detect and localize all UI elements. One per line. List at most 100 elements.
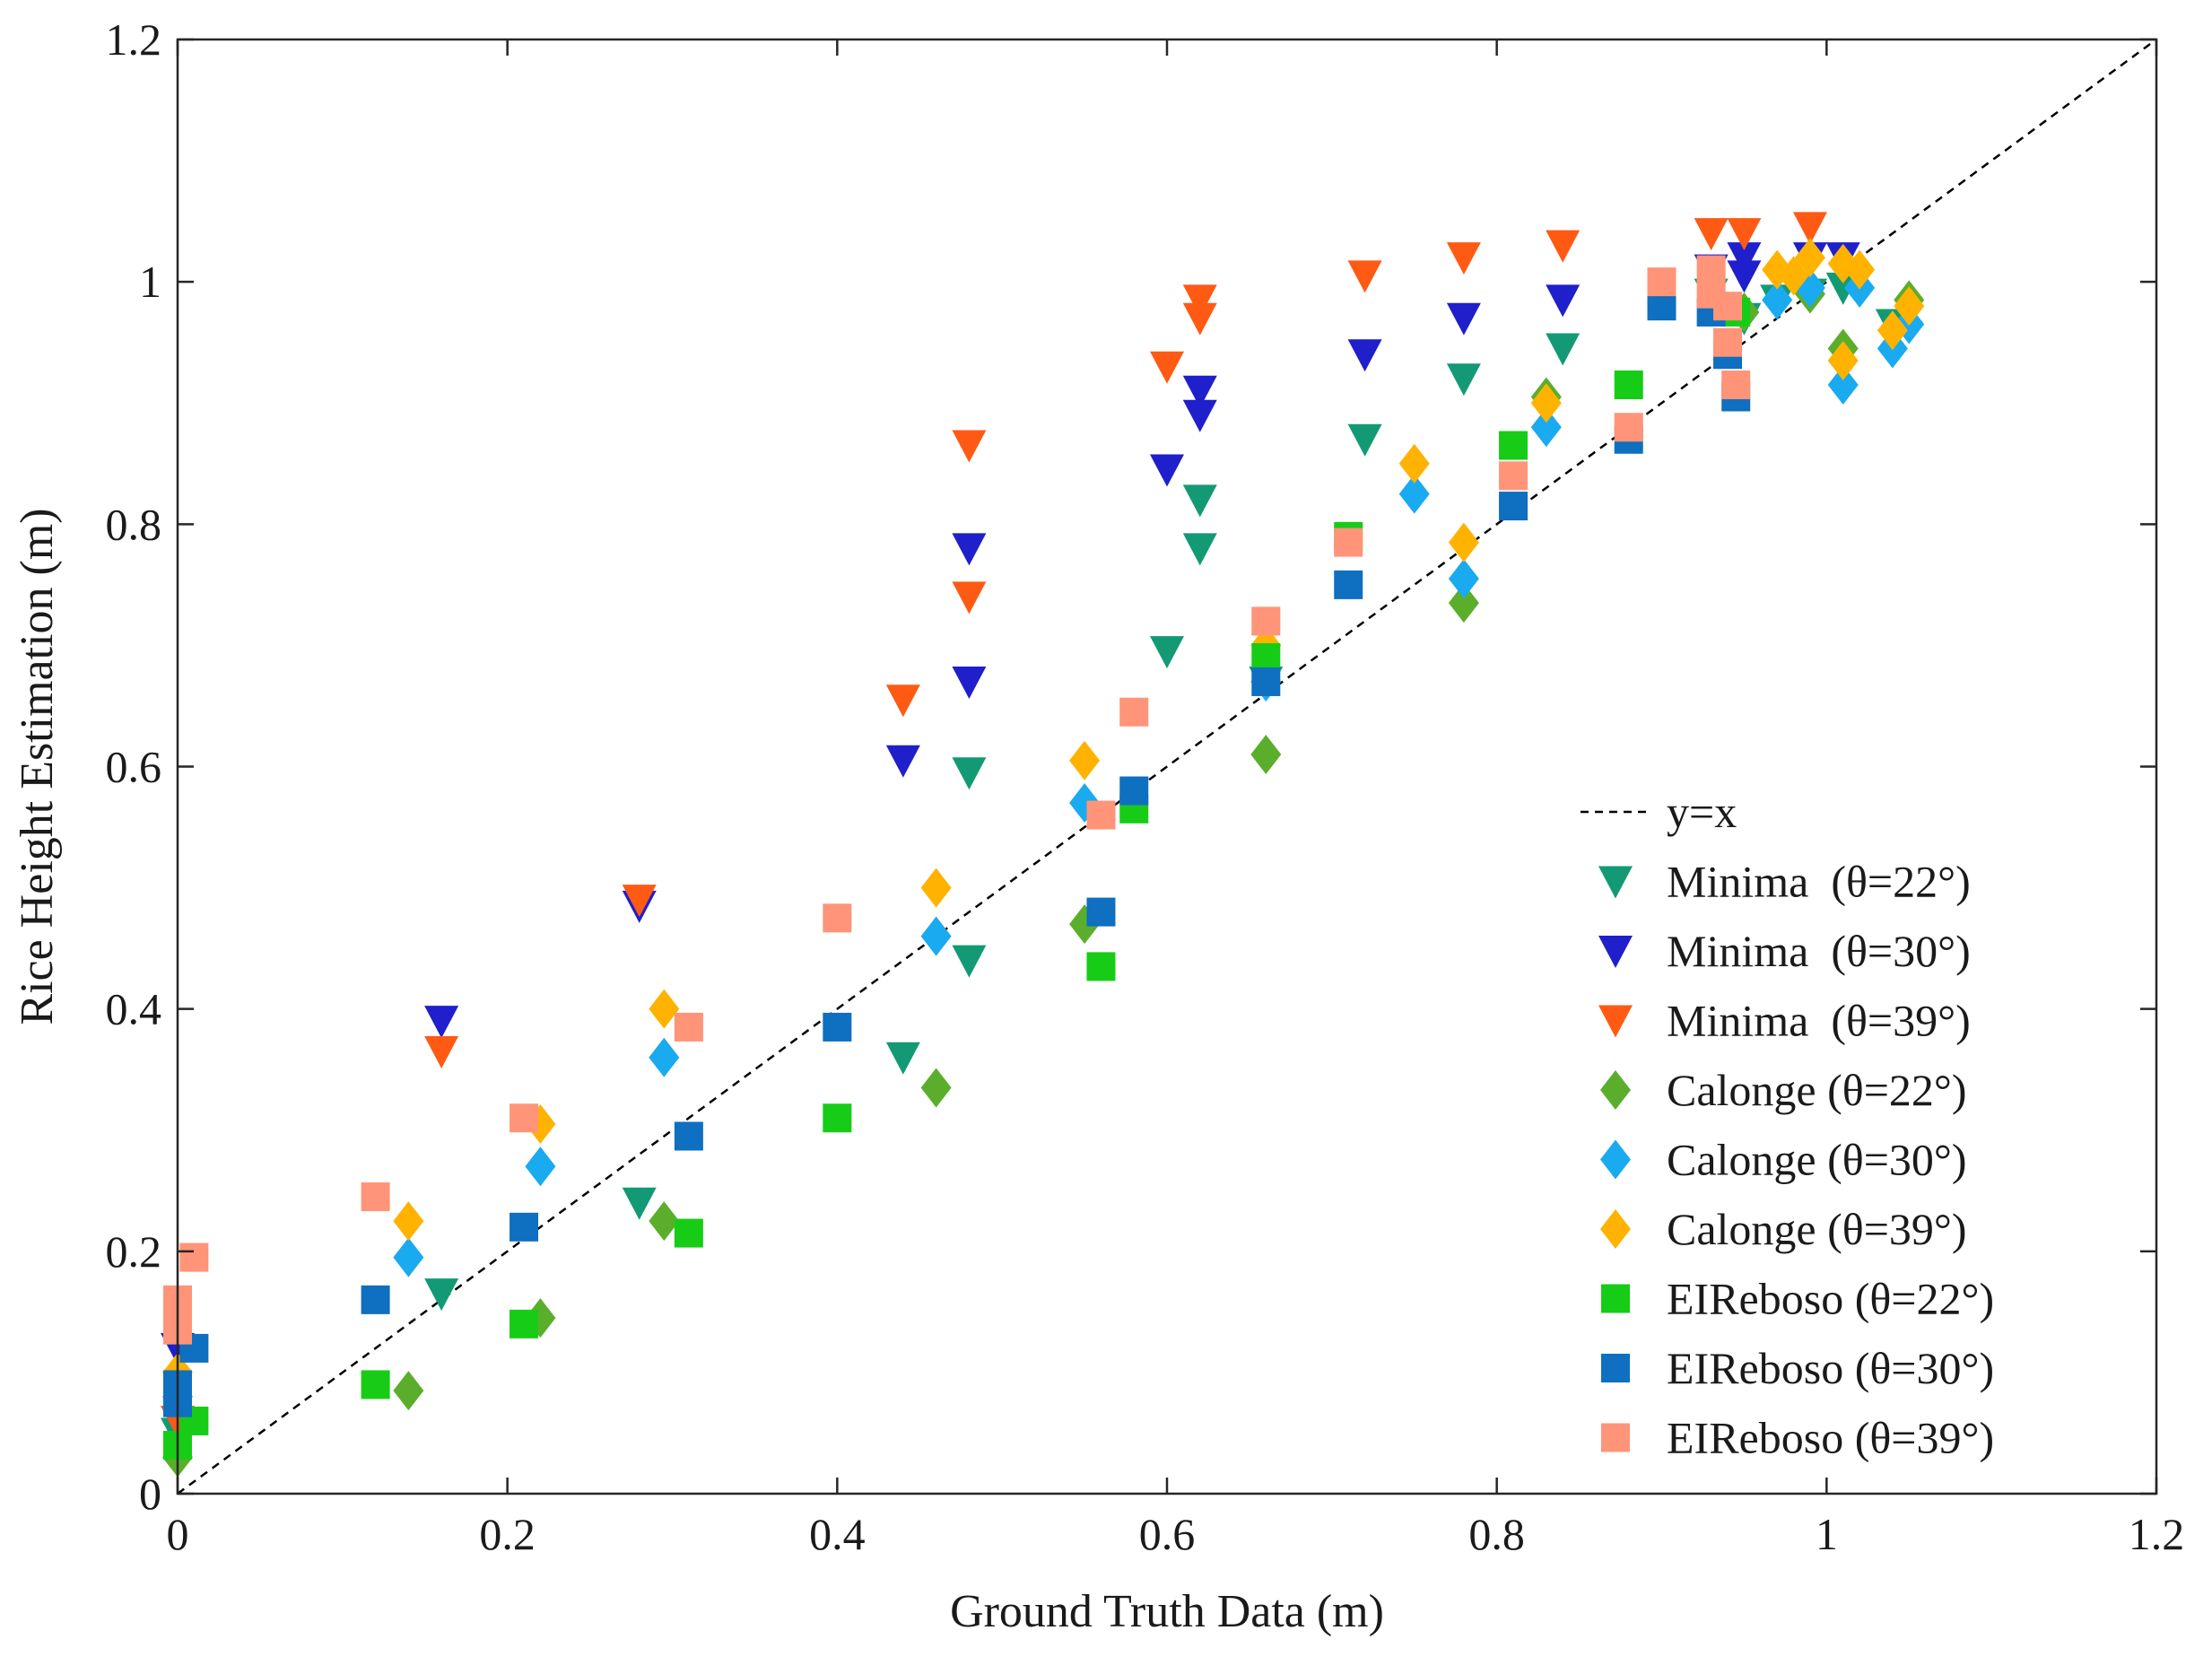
data-point xyxy=(1119,776,1149,806)
data-point xyxy=(361,1182,390,1212)
legend-entry: Minima (θ=39°) xyxy=(1598,996,1971,1046)
legend-label: EIReboso (θ=39°) xyxy=(1667,1413,1994,1463)
data-point xyxy=(393,1371,424,1411)
y-tick-label: 0.4 xyxy=(106,984,162,1034)
data-point xyxy=(1086,800,1116,830)
data-point xyxy=(622,885,657,918)
data-point xyxy=(1727,242,1762,275)
legend-swatch xyxy=(1598,866,1633,899)
data-point xyxy=(1778,256,1809,296)
data-point xyxy=(1713,327,1743,357)
data-point xyxy=(1727,218,1762,251)
data-point xyxy=(1182,533,1217,566)
data-point xyxy=(920,916,952,956)
y-tick-label: 0.8 xyxy=(106,499,162,549)
legend-swatch xyxy=(1601,1423,1630,1452)
data-point xyxy=(1499,431,1528,460)
series-eireboso-39 xyxy=(163,255,1751,1345)
data-point xyxy=(1546,284,1581,318)
reference-line-layer xyxy=(177,38,2157,1495)
data-point xyxy=(1721,370,1751,399)
data-point xyxy=(1150,454,1184,487)
data-point xyxy=(952,533,987,566)
data-point xyxy=(393,1237,424,1277)
data-point xyxy=(1530,383,1562,423)
data-point xyxy=(1119,697,1149,727)
data-point xyxy=(649,1037,680,1077)
data-point xyxy=(1069,740,1101,780)
legend-entry: EIReboso (θ=39°) xyxy=(1601,1413,1994,1463)
data-point xyxy=(1251,667,1281,696)
data-point xyxy=(649,989,680,1029)
data-point xyxy=(179,1242,209,1272)
data-point xyxy=(1530,407,1562,448)
data-point xyxy=(1251,642,1281,672)
data-point xyxy=(424,1006,459,1039)
data-point xyxy=(1844,249,1876,290)
data-point xyxy=(885,745,920,778)
data-point xyxy=(622,1187,657,1220)
data-point xyxy=(393,1201,424,1242)
legend-swatch xyxy=(1598,1005,1633,1038)
data-point xyxy=(1614,413,1643,442)
data-point xyxy=(1696,255,1726,284)
data-point xyxy=(952,430,987,463)
data-point xyxy=(1827,340,1859,380)
data-point xyxy=(1827,364,1859,405)
legend-label: EIReboso (θ=22°) xyxy=(1667,1274,1994,1324)
data-point xyxy=(952,945,987,978)
data-point xyxy=(1182,302,1217,336)
legend-label: Calonge (θ=39°) xyxy=(1667,1204,1967,1254)
legend-entry: Calonge (θ=30°) xyxy=(1600,1135,1967,1185)
x-tick-label: 0.2 xyxy=(479,1509,536,1559)
data-point xyxy=(1794,238,1825,278)
data-point xyxy=(1792,212,1827,245)
data-point xyxy=(1499,492,1528,521)
data-point xyxy=(1713,292,1743,321)
data-point xyxy=(1694,218,1729,251)
data-point xyxy=(424,1278,459,1312)
legend-label: EIReboso (θ=30°) xyxy=(1667,1343,1994,1393)
x-tick-label: 0 xyxy=(167,1509,189,1559)
legend-swatch xyxy=(1600,1139,1631,1180)
reference-line-y-equals-x xyxy=(177,38,2157,1495)
data-point xyxy=(1182,375,1217,408)
data-point xyxy=(1546,230,1581,263)
legend-swatch xyxy=(1601,1354,1630,1382)
data-point xyxy=(823,1012,852,1042)
data-point xyxy=(952,581,987,615)
data-point xyxy=(361,1285,390,1314)
data-point xyxy=(361,1370,390,1399)
data-point xyxy=(1334,527,1363,557)
data-point xyxy=(1086,952,1116,981)
data-point xyxy=(1150,636,1184,669)
legend-label: Calonge (θ=22°) xyxy=(1667,1065,1967,1115)
data-point xyxy=(1448,522,1479,562)
legend-label: Minima (θ=30°) xyxy=(1667,926,1971,976)
data-point xyxy=(1398,443,1430,484)
data-point xyxy=(1762,280,1793,320)
data-point xyxy=(885,1042,920,1075)
data-point xyxy=(1446,242,1481,275)
data-point xyxy=(509,1103,539,1133)
data-point xyxy=(1446,302,1481,336)
y-axis-title: Rice Height Estimation (m) xyxy=(12,508,63,1024)
data-point xyxy=(1546,333,1581,366)
data-point xyxy=(1347,423,1382,457)
data-point xyxy=(823,903,852,933)
legend-swatch xyxy=(1600,1209,1631,1249)
legend-entry: y=x xyxy=(1581,787,1737,837)
legend-entry: EIReboso (θ=30°) xyxy=(1601,1343,1994,1393)
x-tick-label: 1.2 xyxy=(2129,1509,2185,1559)
legend-swatch xyxy=(1598,936,1633,968)
data-point xyxy=(1150,351,1184,384)
data-point xyxy=(952,757,987,790)
legend-entry: Minima (θ=30°) xyxy=(1598,926,1971,976)
data-point xyxy=(674,1012,703,1042)
data-point xyxy=(1877,310,1908,351)
x-tick-label: 0.4 xyxy=(809,1509,866,1559)
data-point xyxy=(920,1068,952,1108)
y-tick-label: 1 xyxy=(139,257,161,307)
data-point xyxy=(1251,606,1281,636)
